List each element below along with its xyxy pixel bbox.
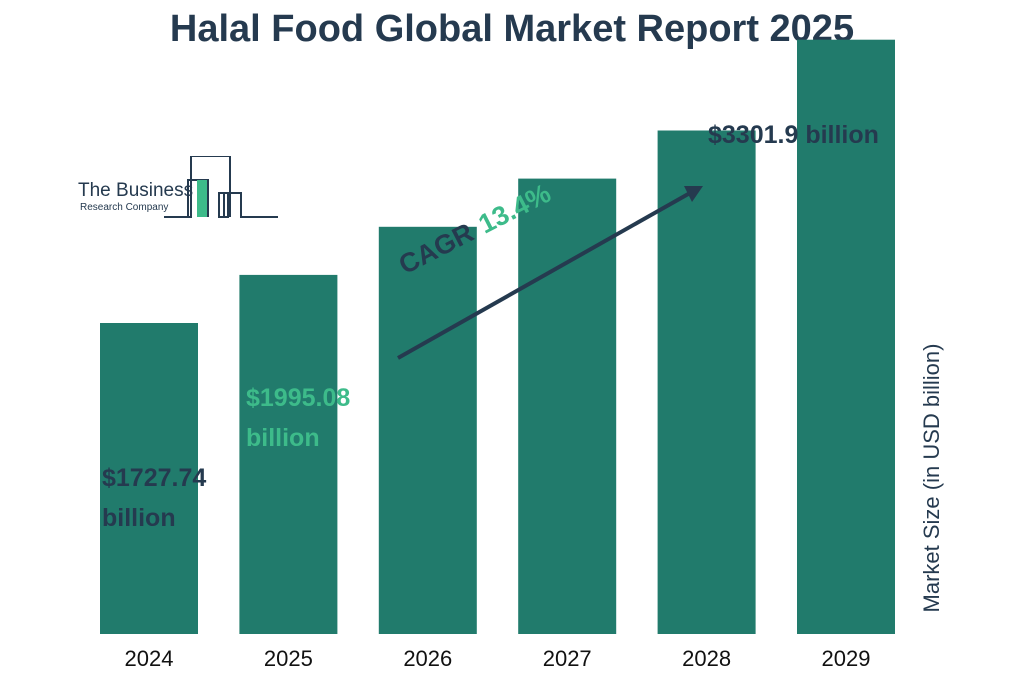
bar-2025 xyxy=(239,274,338,634)
logo-line1: The Business xyxy=(78,180,194,201)
bar-label-2024-unit: billion xyxy=(102,504,176,532)
x-tick-2026: 2026 xyxy=(403,646,452,671)
bar-label-2025-unit: billion xyxy=(246,424,320,452)
bar-2027 xyxy=(518,178,617,634)
x-tick-2029: 2029 xyxy=(822,646,871,671)
logo-buildings-icon xyxy=(164,156,278,218)
bar-2029 xyxy=(797,39,895,634)
bar-label-2024: $1727.74 billion xyxy=(102,458,206,538)
bar-2028 xyxy=(657,130,756,634)
y-axis-label: Market Size (in USD billion) xyxy=(919,343,944,613)
bar-label-2029: $3301.9 billion xyxy=(708,121,879,149)
logo-line2: Research Company xyxy=(80,202,169,213)
bar-label-2025-amount: $1995.08 xyxy=(246,384,351,412)
bar-label-2024-amount: $1727.74 xyxy=(102,464,207,492)
company-logo: The Business Research Company xyxy=(78,156,283,222)
x-tick-2025: 2025 xyxy=(264,646,313,671)
x-tick-2024: 2024 xyxy=(125,646,174,671)
bar-2024 xyxy=(100,323,198,634)
bar-label-2025: $1995.08 billion xyxy=(246,378,350,458)
x-tick-2028: 2028 xyxy=(682,646,731,671)
bar-2026 xyxy=(378,226,477,635)
x-tick-2027: 2027 xyxy=(543,646,592,671)
chart-title: Halal Food Global Market Report 2025 xyxy=(169,8,855,50)
cagr-arrow xyxy=(397,186,703,360)
